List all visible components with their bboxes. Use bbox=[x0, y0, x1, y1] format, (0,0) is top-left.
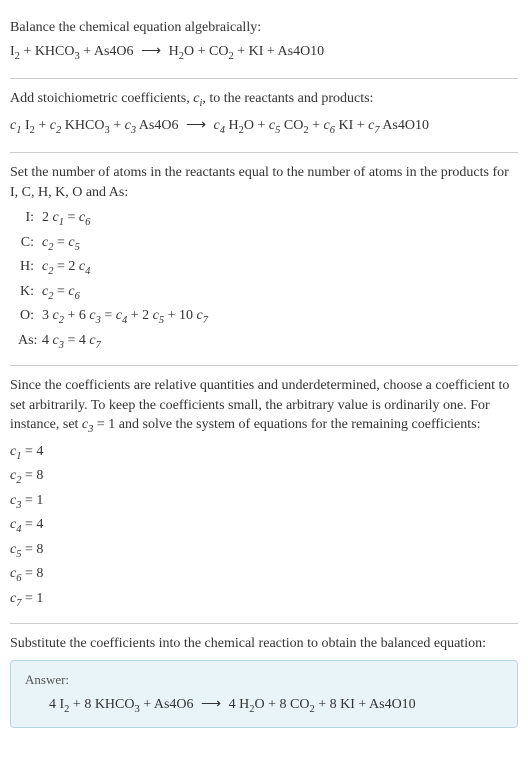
c5: c5 bbox=[269, 118, 280, 133]
coeff-row: c5 = 8 bbox=[10, 540, 518, 562]
s4: H2O + bbox=[225, 118, 269, 133]
atom-eq: c2 = 2 c4 bbox=[42, 257, 518, 279]
coeff-list: c1 = 4 c2 = 8 c3 = 1 c4 = 4 c5 = 8 c6 = … bbox=[10, 442, 518, 611]
final-section: Substitute the coefficients into the che… bbox=[10, 624, 518, 738]
solve-section: Since the coefficients are relative quan… bbox=[10, 366, 518, 623]
coeff-row: c1 = 4 bbox=[10, 442, 518, 464]
answer-box: Answer: 4 I2 + 8 KHCO3 + As4O6 ⟶ 4 H2O +… bbox=[10, 660, 518, 729]
atom-label: I: bbox=[18, 208, 42, 230]
atom-row: I: 2 c1 = c6 bbox=[18, 208, 518, 230]
atom-equations-table: I: 2 c1 = c6 C: c2 = c5 H: c2 = 2 c4 K: … bbox=[18, 208, 518, 353]
atom-label: C: bbox=[18, 233, 42, 255]
solve-text: Since the coefficients are relative quan… bbox=[10, 376, 518, 438]
stoich-equation: c1 I2 + c2 KHCO3 + c3 As4O6 ⟶ c4 H2O + c… bbox=[10, 116, 518, 138]
atoms-intro: Set the number of atoms in the reactants… bbox=[10, 163, 518, 202]
coeff-row: c2 = 8 bbox=[10, 466, 518, 488]
atom-row: C: c2 = c5 bbox=[18, 233, 518, 255]
s2: KHCO3 + bbox=[61, 118, 124, 133]
s3: As4O6 bbox=[136, 118, 178, 133]
c3: c3 bbox=[125, 118, 136, 133]
atom-eq: c2 = c5 bbox=[42, 233, 518, 255]
atom-eq: 4 c3 = 4 c7 bbox=[42, 331, 518, 353]
coeff-row: c6 = 8 bbox=[10, 564, 518, 586]
c7: c7 bbox=[368, 118, 379, 133]
atom-eq: 2 c1 = c6 bbox=[42, 208, 518, 230]
arrow-icon: ⟶ bbox=[201, 695, 221, 715]
c4: c4 bbox=[214, 118, 225, 133]
coeff-row: c4 = 4 bbox=[10, 515, 518, 537]
atom-row: As: 4 c3 = 4 c7 bbox=[18, 331, 518, 353]
atom-row: O: 3 c2 + 6 c3 = c4 + 2 c5 + 10 c7 bbox=[18, 306, 518, 328]
c6: c6 bbox=[323, 118, 334, 133]
final-text: Substitute the coefficients into the che… bbox=[10, 634, 518, 654]
atom-eq: 3 c2 + 6 c3 = c4 + 2 c5 + 10 c7 bbox=[42, 306, 518, 328]
unbalanced-equation: I2 + KHCO3 + As4O6 ⟶ H2O + CO2 + KI + As… bbox=[10, 42, 518, 64]
stoich-text: Add stoichiometric coefficients, ci, to … bbox=[10, 89, 518, 111]
c1: c1 bbox=[10, 118, 21, 133]
intro-section: Balance the chemical equation algebraica… bbox=[10, 8, 518, 78]
atom-label: H: bbox=[18, 257, 42, 279]
answer-label: Answer: bbox=[25, 671, 503, 689]
rhs: H2O + CO2 + KI + As4O10 bbox=[169, 44, 325, 59]
coeff-row: c3 = 1 bbox=[10, 491, 518, 513]
atoms-section: Set the number of atoms in the reactants… bbox=[10, 153, 518, 365]
atom-label: K: bbox=[18, 282, 42, 304]
s6: KI + bbox=[335, 118, 368, 133]
c2: c2 bbox=[50, 118, 61, 133]
stoich-section: Add stoichiometric coefficients, ci, to … bbox=[10, 79, 518, 152]
arrow-icon: ⟶ bbox=[186, 116, 206, 136]
arrow-icon: ⟶ bbox=[141, 42, 161, 62]
atom-row: H: c2 = 2 c4 bbox=[18, 257, 518, 279]
s5: CO2 + bbox=[280, 118, 323, 133]
atom-row: K: c2 = c6 bbox=[18, 282, 518, 304]
atom-label: As: bbox=[18, 331, 42, 353]
coeff-row: c7 = 1 bbox=[10, 589, 518, 611]
s7: As4O10 bbox=[380, 118, 429, 133]
atom-label: O: bbox=[18, 306, 42, 328]
balanced-equation: 4 I2 + 8 KHCO3 + As4O6 ⟶ 4 H2O + 8 CO2 +… bbox=[25, 695, 503, 717]
answer-lhs: 4 I2 + 8 KHCO3 + As4O6 bbox=[49, 697, 194, 712]
lhs: I2 + KHCO3 + As4O6 bbox=[10, 44, 134, 59]
s1: I2 + bbox=[21, 118, 49, 133]
answer-rhs: 4 H2O + 8 CO2 + 8 KI + As4O10 bbox=[229, 697, 416, 712]
intro-text: Balance the chemical equation algebraica… bbox=[10, 18, 518, 38]
atom-eq: c2 = c6 bbox=[42, 282, 518, 304]
